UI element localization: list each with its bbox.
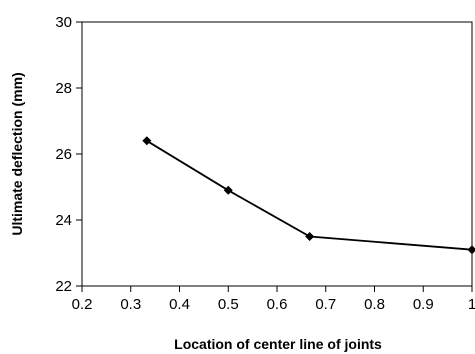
x-tick-label: 0.9: [413, 296, 434, 313]
y-tick-label: 30: [55, 14, 72, 31]
x-tick-label: 0.8: [364, 296, 385, 313]
series-line: [146, 140, 473, 251]
x-tick-label: 1: [468, 296, 475, 313]
x-tick-label: 0.7: [315, 296, 336, 313]
data-point-marker: [305, 232, 315, 241]
plot-border: [81, 21, 473, 287]
series-layer: [142, 136, 475, 255]
y-tick-label: 24: [55, 212, 72, 229]
x-tick-label: 0.3: [120, 296, 141, 313]
y-tick-label: 22: [55, 278, 72, 295]
x-tick-label: 0.2: [72, 296, 93, 313]
x-axis: 0.2 0.3 0.4 0.5 0.6 0.7 0.8 0.9 1: [72, 286, 475, 313]
y-axis: 22 24 26 28 30: [55, 14, 82, 295]
y-axis-title: Ultimate deflection (mm): [9, 72, 25, 235]
y-tick-label: 26: [55, 146, 72, 163]
x-tick-label: 0.5: [218, 296, 239, 313]
data-point-marker: [223, 185, 233, 195]
data-point-marker: [142, 136, 152, 146]
plot-area: [81, 21, 473, 287]
x-tick-label: 0.6: [267, 296, 288, 313]
data-point-marker: [467, 245, 475, 255]
x-axis-title: Location of center line of joints: [174, 336, 382, 352]
y-tick-label: 28: [55, 80, 72, 97]
x-tick-label: 0.4: [169, 296, 190, 313]
